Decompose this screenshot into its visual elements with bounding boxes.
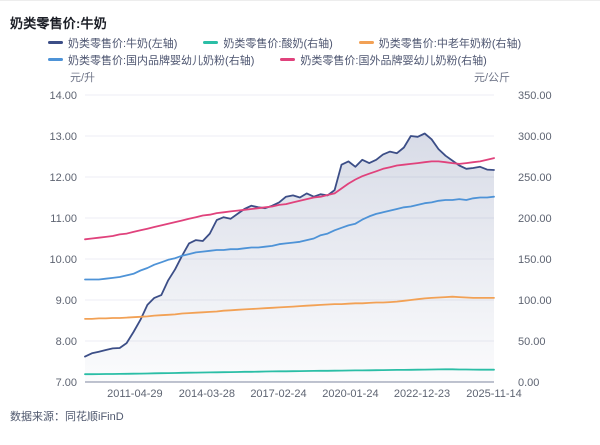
- series-line-1: [84, 368, 495, 376]
- legend: 奶类零售价:牛奶(左轴) 奶类零售价:酸奶(右轴) 奶类零售价:中老年奶粉(右轴) …: [48, 34, 568, 68]
- data-source-label: 数据来源：同花顺iFinD: [10, 411, 124, 423]
- left-y-tick-label: 10.00: [49, 254, 77, 266]
- legend-item[interactable]: 奶类零售价:中老年奶粉(右轴): [358, 35, 522, 51]
- legend-line-swatch-icon: [48, 58, 63, 61]
- left-y-tick-label: 7.00: [56, 377, 77, 389]
- x-tick-label: 2011-04-29: [107, 388, 162, 400]
- left-y-tick-label: 13.00: [49, 131, 77, 143]
- left-y-tick-label: 9.00: [56, 295, 77, 307]
- legend-row-1: 奶类零售价:牛奶(左轴) 奶类零售价:酸奶(右轴) 奶类零售价:中老年奶粉(右轴): [48, 34, 568, 51]
- legend-item-label: 奶类零售价:中老年奶粉(右轴): [378, 37, 522, 50]
- legend-item-label: 奶类零售价:国内品牌婴幼儿奶粉(右轴): [68, 54, 255, 67]
- legend-item-label: 奶类零售价:国外品牌婴幼儿奶粉(右轴): [300, 54, 487, 67]
- x-tick-label: 2017-02-24: [250, 388, 306, 400]
- left-axis-unit-label: 元/升: [70, 72, 96, 84]
- legend-row-2: 奶类零售价:国内品牌婴幼儿奶粉(右轴) 奶类零售价:国外品牌婴幼儿奶粉(右轴): [48, 51, 568, 68]
- chart-title: 奶类零售价:牛奶: [10, 16, 107, 31]
- right-y-tick-label: 300.00: [518, 131, 552, 143]
- right-axis-unit-label: 元/公斤: [474, 72, 511, 84]
- legend-line-swatch-icon: [48, 41, 63, 44]
- right-y-tick-label: 350.00: [518, 90, 552, 102]
- legend-item[interactable]: 奶类零售价:国内品牌婴幼儿奶粉(右轴): [48, 52, 254, 68]
- left-y-tick-label: 12.00: [49, 172, 77, 184]
- x-tick-label: 2022-12-23: [394, 388, 450, 400]
- legend-line-swatch-icon: [280, 58, 296, 61]
- legend-line-swatch-icon: [203, 41, 219, 44]
- x-tick-label: 2014-03-28: [179, 388, 235, 400]
- left-y-tick-label: 11.00: [50, 213, 77, 225]
- legend-item-label: 奶类零售价:牛奶(左轴): [68, 37, 178, 50]
- legend-line-swatch-icon: [358, 41, 374, 44]
- series-line-3: [84, 195, 495, 281]
- legend-item-label: 奶类零售价:酸奶(右轴): [223, 37, 333, 50]
- right-y-tick-label: 50.00: [518, 336, 546, 348]
- right-y-tick-label: 100.00: [518, 295, 552, 307]
- series-line-2: [84, 295, 495, 320]
- legend-item[interactable]: 奶类零售价:牛奶(左轴): [48, 35, 177, 51]
- right-y-tick-label: 150.00: [518, 254, 552, 266]
- right-y-tick-label: 0.00: [518, 377, 539, 389]
- x-tick-label: 2025-11-14: [466, 388, 521, 400]
- series-area-0: [85, 133, 494, 382]
- legend-item[interactable]: 奶类零售价:国外品牌婴幼儿奶粉(右轴): [280, 52, 487, 68]
- series-line-4: [84, 157, 495, 241]
- right-y-tick-label: 250.00: [518, 172, 552, 184]
- left-y-tick-label: 14.00: [49, 90, 77, 102]
- x-tick-label: 2020-01-24: [322, 388, 378, 400]
- legend-item[interactable]: 奶类零售价:酸奶(右轴): [203, 35, 333, 51]
- left-y-tick-label: 8.00: [56, 336, 77, 348]
- series-line-0: [84, 132, 495, 358]
- right-y-tick-label: 200.00: [518, 213, 552, 225]
